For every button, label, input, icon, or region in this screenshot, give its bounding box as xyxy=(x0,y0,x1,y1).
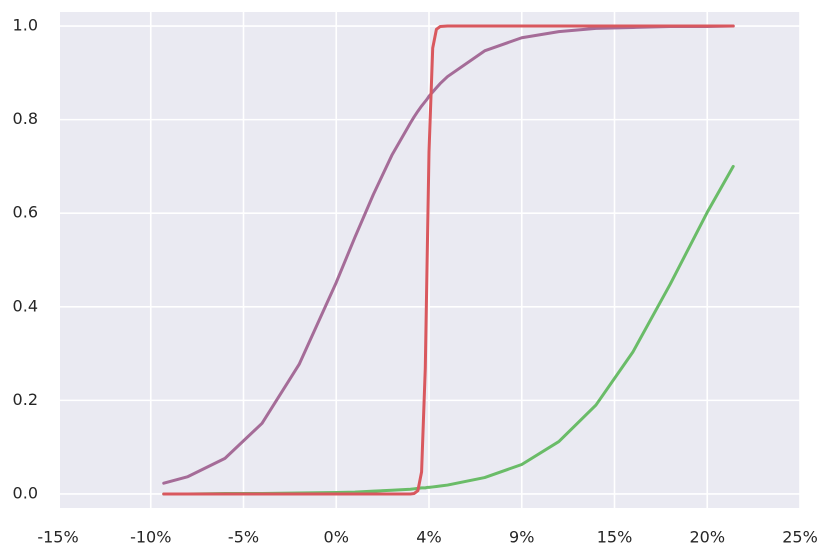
line-series xyxy=(162,24,735,485)
x-tick-label: 9% xyxy=(509,528,534,547)
x-tick-label: 25% xyxy=(782,528,818,547)
x-tick-label: -5% xyxy=(228,528,259,547)
y-tick-label: 0.8 xyxy=(13,109,38,128)
x-tick-label: 0% xyxy=(324,528,349,547)
y-tick-label: 0.4 xyxy=(13,296,38,315)
x-tick-label: 20% xyxy=(689,528,725,547)
x-tick-label: -15% xyxy=(37,528,78,547)
x-tick-label: 15% xyxy=(597,528,633,547)
x-tick-label: -10% xyxy=(130,528,171,547)
y-tick-label: 0.0 xyxy=(13,483,38,502)
y-tick-label: 0.2 xyxy=(13,390,38,409)
x-tick-label: 4% xyxy=(416,528,441,547)
y-tick-label: 0.6 xyxy=(13,203,38,222)
line-series xyxy=(162,24,735,496)
y-tick-label: 1.0 xyxy=(13,16,38,35)
